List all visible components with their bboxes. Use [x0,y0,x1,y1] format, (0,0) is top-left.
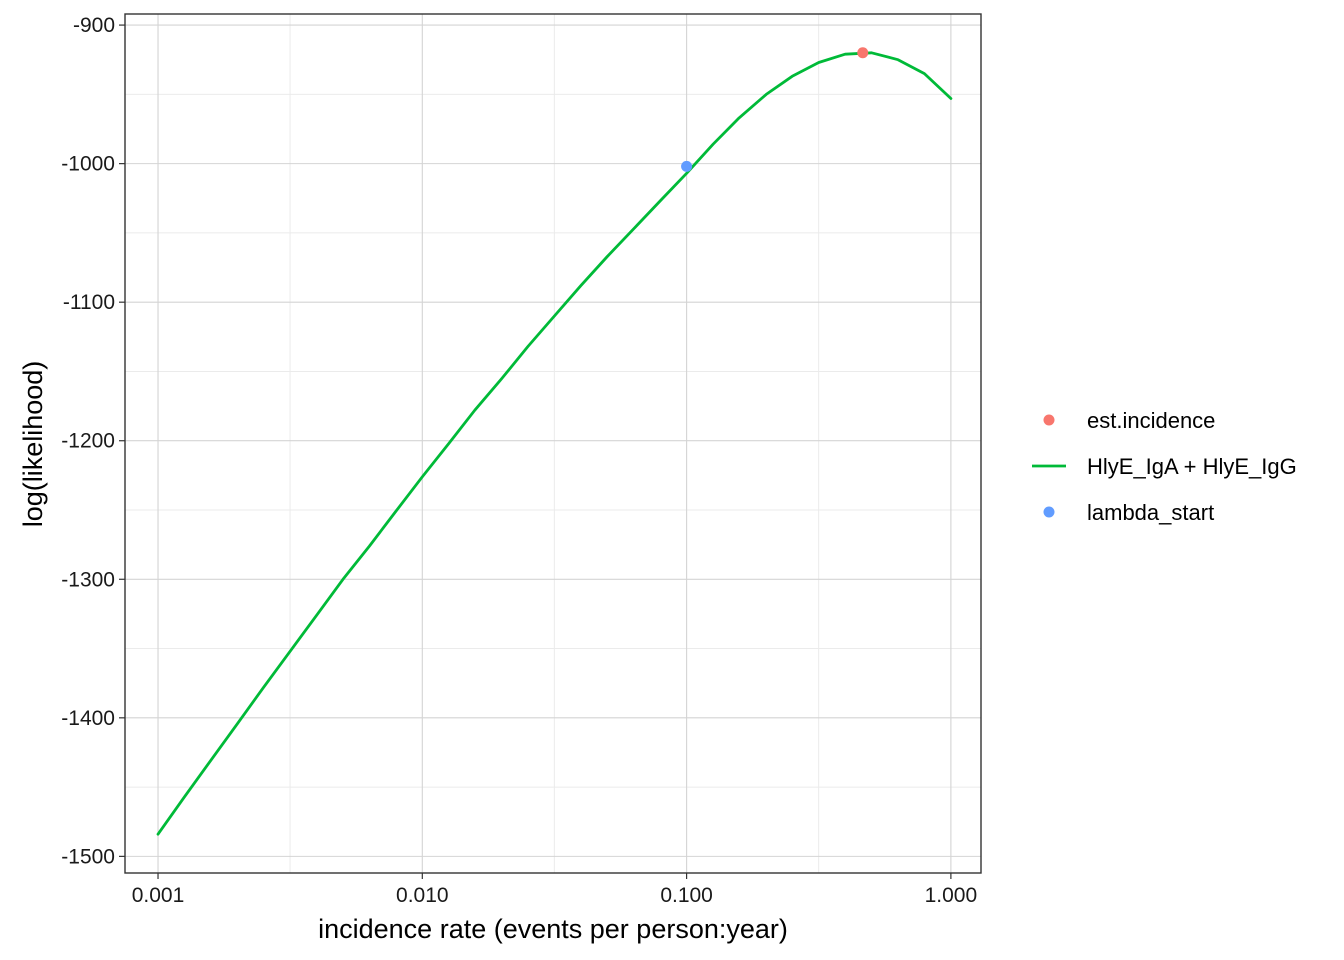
x-tick-label: 0.001 [132,884,185,907]
legend-key-est-incidence [1043,414,1055,426]
data-layer [156,47,953,836]
legend-label-est-incidence: est.incidence [1087,408,1215,433]
y-axis-title: log(likelihood) [18,361,48,528]
legend: est.incidence HlyE_IgA + HlyE_IgG lambda_s… [1032,408,1297,525]
legend-key-lambda-start [1043,506,1055,518]
series-line-hlye [156,51,953,836]
x-tick-label: 0.010 [396,884,449,907]
legend-label-hlye-iga-hlye-igg: HlyE_IgA + HlyE_IgG [1087,454,1297,479]
x-tick-label: 1.000 [925,884,978,907]
y-tick-label: -1200 [61,430,115,453]
grid [125,14,981,873]
y-tick-label: -1100 [63,291,115,314]
y-tick-label: -1000 [61,153,115,176]
y-tick-label: -1500 [61,845,115,868]
plot-panel-border [124,13,982,874]
x-axis-title: incidence rate (events per person:year) [318,914,788,944]
x-tick-label: 0.100 [660,884,713,907]
axes: -900 -1000 -1100 -1200 -1300 -1400 -1500 0.001 0… [61,14,977,907]
point-lambda-start [681,160,693,172]
legend-label-lambda-start: lambda_start [1087,500,1214,525]
y-tick-label: -1300 [61,568,115,591]
y-tick-label: -900 [73,14,115,37]
y-tick-label: -1400 [61,707,115,730]
point-est-incidence [857,47,869,59]
